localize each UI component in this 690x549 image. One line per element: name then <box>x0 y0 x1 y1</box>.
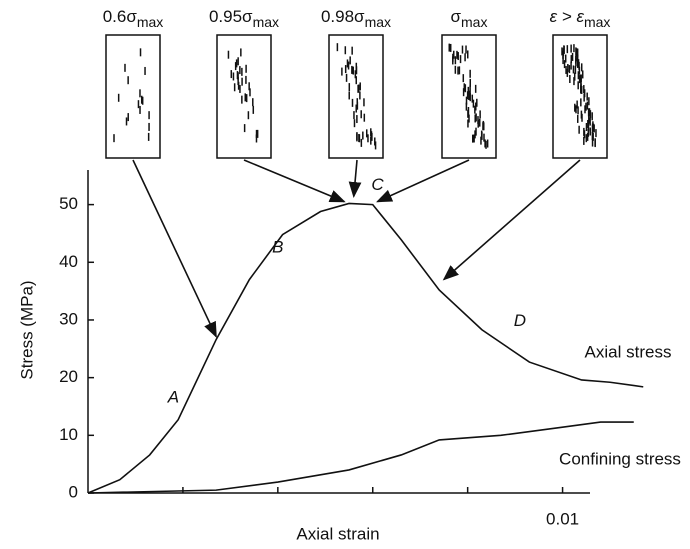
inset-label-sub: max <box>253 14 279 30</box>
point-label: D <box>514 311 526 330</box>
inset-label-main: 0.6σ <box>103 7 138 26</box>
inset-label: ε > εmax <box>550 7 611 29</box>
point-label: B <box>272 237 283 256</box>
y-tick-label: 30 <box>59 309 78 328</box>
inset-box <box>328 34 384 159</box>
point-label: A <box>167 387 179 406</box>
inset-label-main: σ <box>451 7 462 26</box>
series-line <box>87 421 634 494</box>
y-tick-label: 10 <box>59 425 78 444</box>
inset-arrow <box>376 159 470 203</box>
inset-label: σmax <box>451 7 488 29</box>
inset-arrow <box>348 159 362 199</box>
inset-label-main: ε > ε <box>550 7 585 26</box>
point-label: C <box>371 175 384 194</box>
y-tick-label: 0 <box>69 482 78 501</box>
x-tick-label: 0.01 <box>546 509 579 528</box>
series-label: Axial stress <box>585 342 672 361</box>
y-tick-label: 50 <box>59 194 78 213</box>
inset-label: 0.6σmax <box>103 7 164 29</box>
inset-arrow <box>132 159 217 339</box>
y-tick-label: 40 <box>59 252 78 271</box>
inset-label-sub: max <box>365 14 391 30</box>
inset-arrow <box>442 159 581 281</box>
inset-box <box>216 34 272 159</box>
series-line <box>87 202 644 494</box>
inset-label-main: 0.95σ <box>209 7 253 26</box>
x-axis-label: Axial strain <box>296 524 379 543</box>
inset-label-sub: max <box>461 14 487 30</box>
inset-label: 0.95σmax <box>209 7 279 29</box>
inset-label-main: 0.98σ <box>321 7 365 26</box>
inset-label-sub: max <box>584 14 610 30</box>
inset-arrow <box>243 159 346 203</box>
inset-label: 0.98σmax <box>321 7 391 29</box>
y-tick-label: 20 <box>59 367 78 386</box>
inset-box <box>552 34 608 159</box>
y-axis-label: Stress (MPa) <box>17 280 36 379</box>
inset-box <box>105 34 161 159</box>
series-label: Confining stress <box>559 449 681 468</box>
inset-label-sub: max <box>137 14 163 30</box>
